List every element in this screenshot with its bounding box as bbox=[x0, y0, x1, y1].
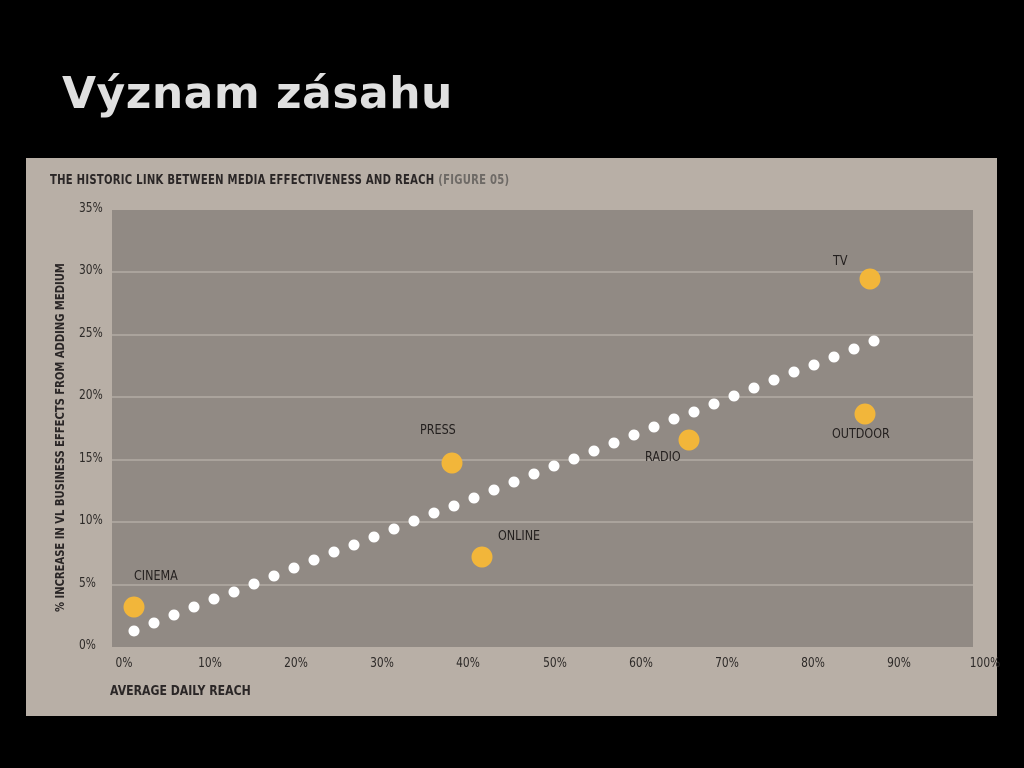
trend-dot bbox=[668, 413, 680, 425]
x-tick-label: 50% bbox=[542, 656, 567, 671]
x-tick-label: 30% bbox=[370, 656, 395, 671]
gridline bbox=[112, 458, 973, 461]
y-tick-label: 0% bbox=[79, 638, 96, 653]
data-label-tv: TV bbox=[832, 253, 848, 269]
trend-dot bbox=[808, 359, 820, 371]
trend-dot bbox=[368, 531, 380, 543]
x-tick-label: 40% bbox=[456, 656, 481, 671]
trend-dot bbox=[388, 523, 400, 535]
y-tick-label: 5% bbox=[79, 575, 96, 591]
trend-dot bbox=[248, 578, 260, 590]
data-point-press bbox=[441, 452, 463, 474]
gridline bbox=[112, 271, 973, 274]
chart-title: THE HISTORIC LINK BETWEEN MEDIA EFFECTIV… bbox=[50, 173, 509, 188]
trend-dot bbox=[788, 366, 800, 378]
trend-dot bbox=[528, 468, 540, 480]
chart-panel: THE HISTORIC LINK BETWEEN MEDIA EFFECTIV… bbox=[26, 158, 1001, 716]
trend-dot bbox=[548, 460, 560, 472]
data-label-radio: RADIO bbox=[644, 449, 681, 465]
gridline bbox=[112, 333, 973, 336]
x-tick-label: 0% bbox=[115, 656, 133, 671]
trend-dot bbox=[828, 351, 840, 363]
data-label-outdoor: OUTDOOR bbox=[832, 426, 891, 442]
trend-dot bbox=[188, 601, 200, 613]
trend-dot bbox=[168, 609, 180, 621]
y-tick-label: 35% bbox=[79, 201, 103, 216]
figure-reference: (FIGURE 05) bbox=[438, 173, 510, 188]
trend-dot bbox=[148, 617, 160, 629]
trend-dot bbox=[448, 500, 460, 511]
trend-dot bbox=[568, 453, 580, 465]
trend-dot bbox=[688, 406, 700, 418]
trend-dot bbox=[648, 421, 660, 433]
trend-dot bbox=[348, 539, 360, 551]
y-tick-label: 30% bbox=[79, 263, 103, 279]
data-point-outdoor bbox=[854, 403, 876, 425]
trend-dot bbox=[728, 390, 740, 402]
data-point-cinema bbox=[123, 596, 145, 618]
x-tick-label: 20% bbox=[284, 656, 309, 671]
trend-dot bbox=[328, 546, 340, 558]
y-axis-label: % INCREASE IN VL BUSINESS EFFECTS FROM A… bbox=[52, 263, 67, 612]
gridline bbox=[112, 396, 973, 399]
y-tick-label: 25% bbox=[79, 325, 103, 341]
trend-dot bbox=[308, 554, 320, 566]
x-tick-label: 70% bbox=[714, 656, 739, 671]
trend-dot bbox=[428, 507, 440, 519]
trend-dot bbox=[128, 625, 140, 637]
y-tick-label: 10% bbox=[79, 513, 103, 529]
data-point-tv bbox=[859, 268, 881, 290]
slide-title: Význam zásahu bbox=[62, 68, 453, 119]
trend-dot bbox=[268, 570, 280, 582]
trend-dot bbox=[588, 445, 600, 457]
chart-title-text: THE HISTORIC LINK BETWEEN MEDIA EFFECTIV… bbox=[50, 173, 435, 188]
trend-dot bbox=[708, 398, 720, 410]
trend-dot bbox=[228, 586, 240, 598]
gridline bbox=[112, 583, 973, 586]
trend-dot bbox=[608, 437, 620, 449]
data-label-cinema: CINEMA bbox=[133, 569, 178, 585]
data-point-radio bbox=[678, 429, 700, 451]
y-tick-label: 20% bbox=[79, 388, 103, 404]
trend-dot bbox=[408, 515, 420, 527]
trend-dot bbox=[628, 429, 640, 441]
gridline bbox=[112, 521, 973, 524]
data-point-online bbox=[471, 546, 493, 568]
trend-dot bbox=[748, 382, 760, 394]
plot-area: CINEMA PRESS ONLINE RADIO OUTDOOR TV bbox=[112, 210, 973, 647]
trend-dot bbox=[468, 492, 480, 504]
data-label-online: ONLINE bbox=[498, 529, 541, 545]
x-tick-label: 100% bbox=[969, 656, 1001, 671]
y-tick-label: 15% bbox=[79, 450, 103, 466]
trend-dot bbox=[208, 593, 220, 605]
data-label-press: PRESS bbox=[420, 423, 456, 439]
trend-dot bbox=[508, 476, 520, 488]
x-axis-label: AVERAGE DAILY REACH bbox=[110, 684, 251, 699]
trend-dot bbox=[288, 562, 300, 574]
trend-dot bbox=[488, 484, 500, 496]
x-tick-label: 90% bbox=[887, 656, 911, 671]
trend-dot bbox=[868, 335, 880, 347]
trend-dot bbox=[768, 374, 780, 386]
x-tick-label: 60% bbox=[628, 656, 653, 671]
x-tick-label: 80% bbox=[800, 656, 825, 671]
x-tick-label: 10% bbox=[198, 656, 222, 671]
trend-dot bbox=[848, 343, 860, 355]
